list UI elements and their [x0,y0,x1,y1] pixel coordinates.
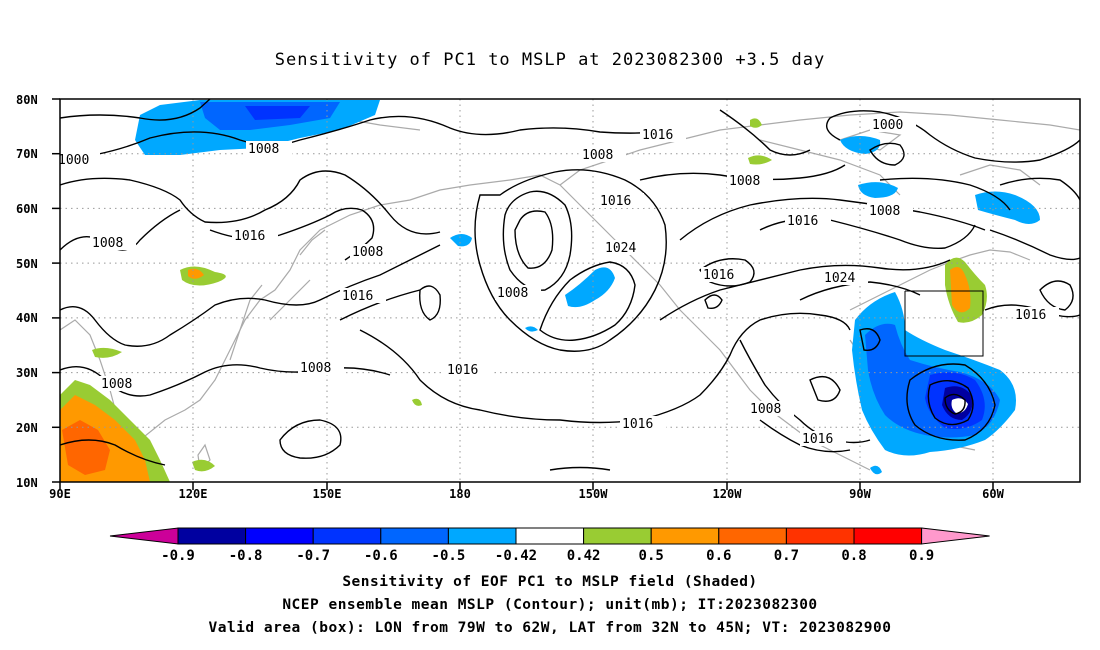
lon-label: 90E [49,487,71,501]
colorbar-low-triangle [109,527,179,545]
lat-label: 60N [16,202,38,216]
contour-label: 1008 [92,236,123,251]
colorbar-bin [312,527,382,545]
lat-label: 70N [16,147,38,161]
valid-area-box [904,290,984,357]
shade-sea-green1 [92,347,122,358]
lat-label: 80N [16,93,38,107]
lon-label: 180 [449,487,471,501]
caption-line-1: Sensitivity of EOF PC1 to MSLP field (Sh… [342,574,758,590]
shaded-sensitivity [60,100,1040,482]
colorbar-bin [853,527,923,545]
colorbar-tick-label: 0.42 [567,548,601,564]
colorbar-bin [583,527,652,545]
contour-label: 1016 [447,363,478,378]
shade-nw-green [750,118,762,128]
shade-arctic-negative-dark [245,106,310,120]
contour-label: 1016 [234,229,265,244]
lat-label: 20N [16,421,38,435]
shade-asia-small [180,266,226,286]
map-area [60,99,1080,482]
colorbar-tick-label: 0.7 [774,548,799,564]
colorbar: -0.9 -0.8 -0.7 -0.6 -0.5 -0.42 0.42 0.5 0.6 0.7 0.… [109,527,990,564]
lon-label: 60W [982,487,1004,501]
lat-label: 10N [16,476,38,490]
lon-label: 150E [313,487,342,501]
shade-pacific-blue1 [450,234,472,247]
map-title: Sensitivity of PC1 to MSLP at 2023082300… [274,50,826,70]
grid-lines [60,99,1080,482]
colorbar-tick-label: -0.7 [296,548,330,564]
colorbar-tick-label: -0.5 [432,548,466,564]
svg-text:1008: 1008 [750,402,781,417]
shade-canada-blue2 [858,182,898,198]
colorbar-bin [177,527,247,545]
colorbar-bin [245,527,314,545]
colorbar-high-triangle [921,527,990,545]
contour-label-group: 1000 1008 1016 1008 1008 1016 1008 1016 … [56,117,1059,447]
colorbar-tick-label: 0.6 [706,548,731,564]
shade-pacific-blue2 [565,267,615,308]
svg-text:1008: 1008 [101,377,132,392]
shade-asia-small-orange [188,268,204,279]
lon-label: 120E [179,487,208,501]
lat-axis: 80N 70N 60N 50N 40N 30N 20N 10N [16,93,60,490]
shade-atlantic-orange [950,266,971,313]
contour-label: 1024 [605,241,636,256]
contour-label: 1008 [497,286,528,301]
svg-text:1016: 1016 [802,432,833,447]
shade-pacific-blue3 [525,326,538,332]
shade-sunda-green [192,459,215,472]
contour-label: 1016 [342,289,373,304]
lon-label: 150W [579,487,609,501]
colorbar-tick-label: -0.6 [364,548,398,564]
colorbar-tick-label: 0.5 [639,548,664,564]
contour-label: 1000 [58,153,89,168]
contour-label: 1016 [622,417,653,432]
caption-line-3: Valid area (box): LON from 79W to 62W, L… [208,620,892,636]
shade-asia-red [62,420,110,475]
shade-sea-green2 [412,398,422,406]
colorbar-bin [718,527,787,545]
colorbar-tick-label: 0.8 [841,548,866,564]
contour-label: 1016 [600,194,631,209]
contour-label: 1008 [300,361,331,376]
colorbar-bin [380,527,449,545]
shade-hudson-green [748,155,772,165]
contour-label: 1008 [729,174,760,189]
lon-label: 90W [849,487,871,501]
caption-line-2: NCEP ensemble mean MSLP (Contour); unit(… [282,597,818,613]
contour-label: 1016 [1015,308,1046,323]
contour-label: 1008 [582,148,613,163]
mslp-contours [60,99,1080,471]
shade-gulf-blue [870,465,882,475]
contour-label: 1016 [703,268,734,283]
lon-axis: 90E 120E 150E 180 150W 120W 90W 60W [49,482,1005,501]
lat-label: 50N [16,257,38,271]
lat-label: 30N [16,366,38,380]
colorbar-tick-label: 0.9 [909,548,934,564]
contour-label: 1000 [872,118,903,133]
colorbar-tick-label: -0.8 [229,548,263,564]
colorbar-tick-label: -0.9 [161,548,195,564]
colorbar-bin [515,527,585,545]
contour-label: 1008 [352,245,383,260]
contour-label: 1008 [869,204,900,219]
contour-label: 1008 [248,142,279,157]
map-frame [59,98,1081,483]
lat-label: 40N [16,311,38,325]
colorbar-tick-label: -0.42 [495,548,537,564]
lon-label: 120W [713,487,743,501]
colorbar-bin [650,527,720,545]
contour-label: 1024 [824,271,855,286]
colorbar-bin [785,527,855,545]
contour-label: 1016 [787,214,818,229]
contour-label: 1016 [642,128,673,143]
colorbar-bin [447,527,517,545]
